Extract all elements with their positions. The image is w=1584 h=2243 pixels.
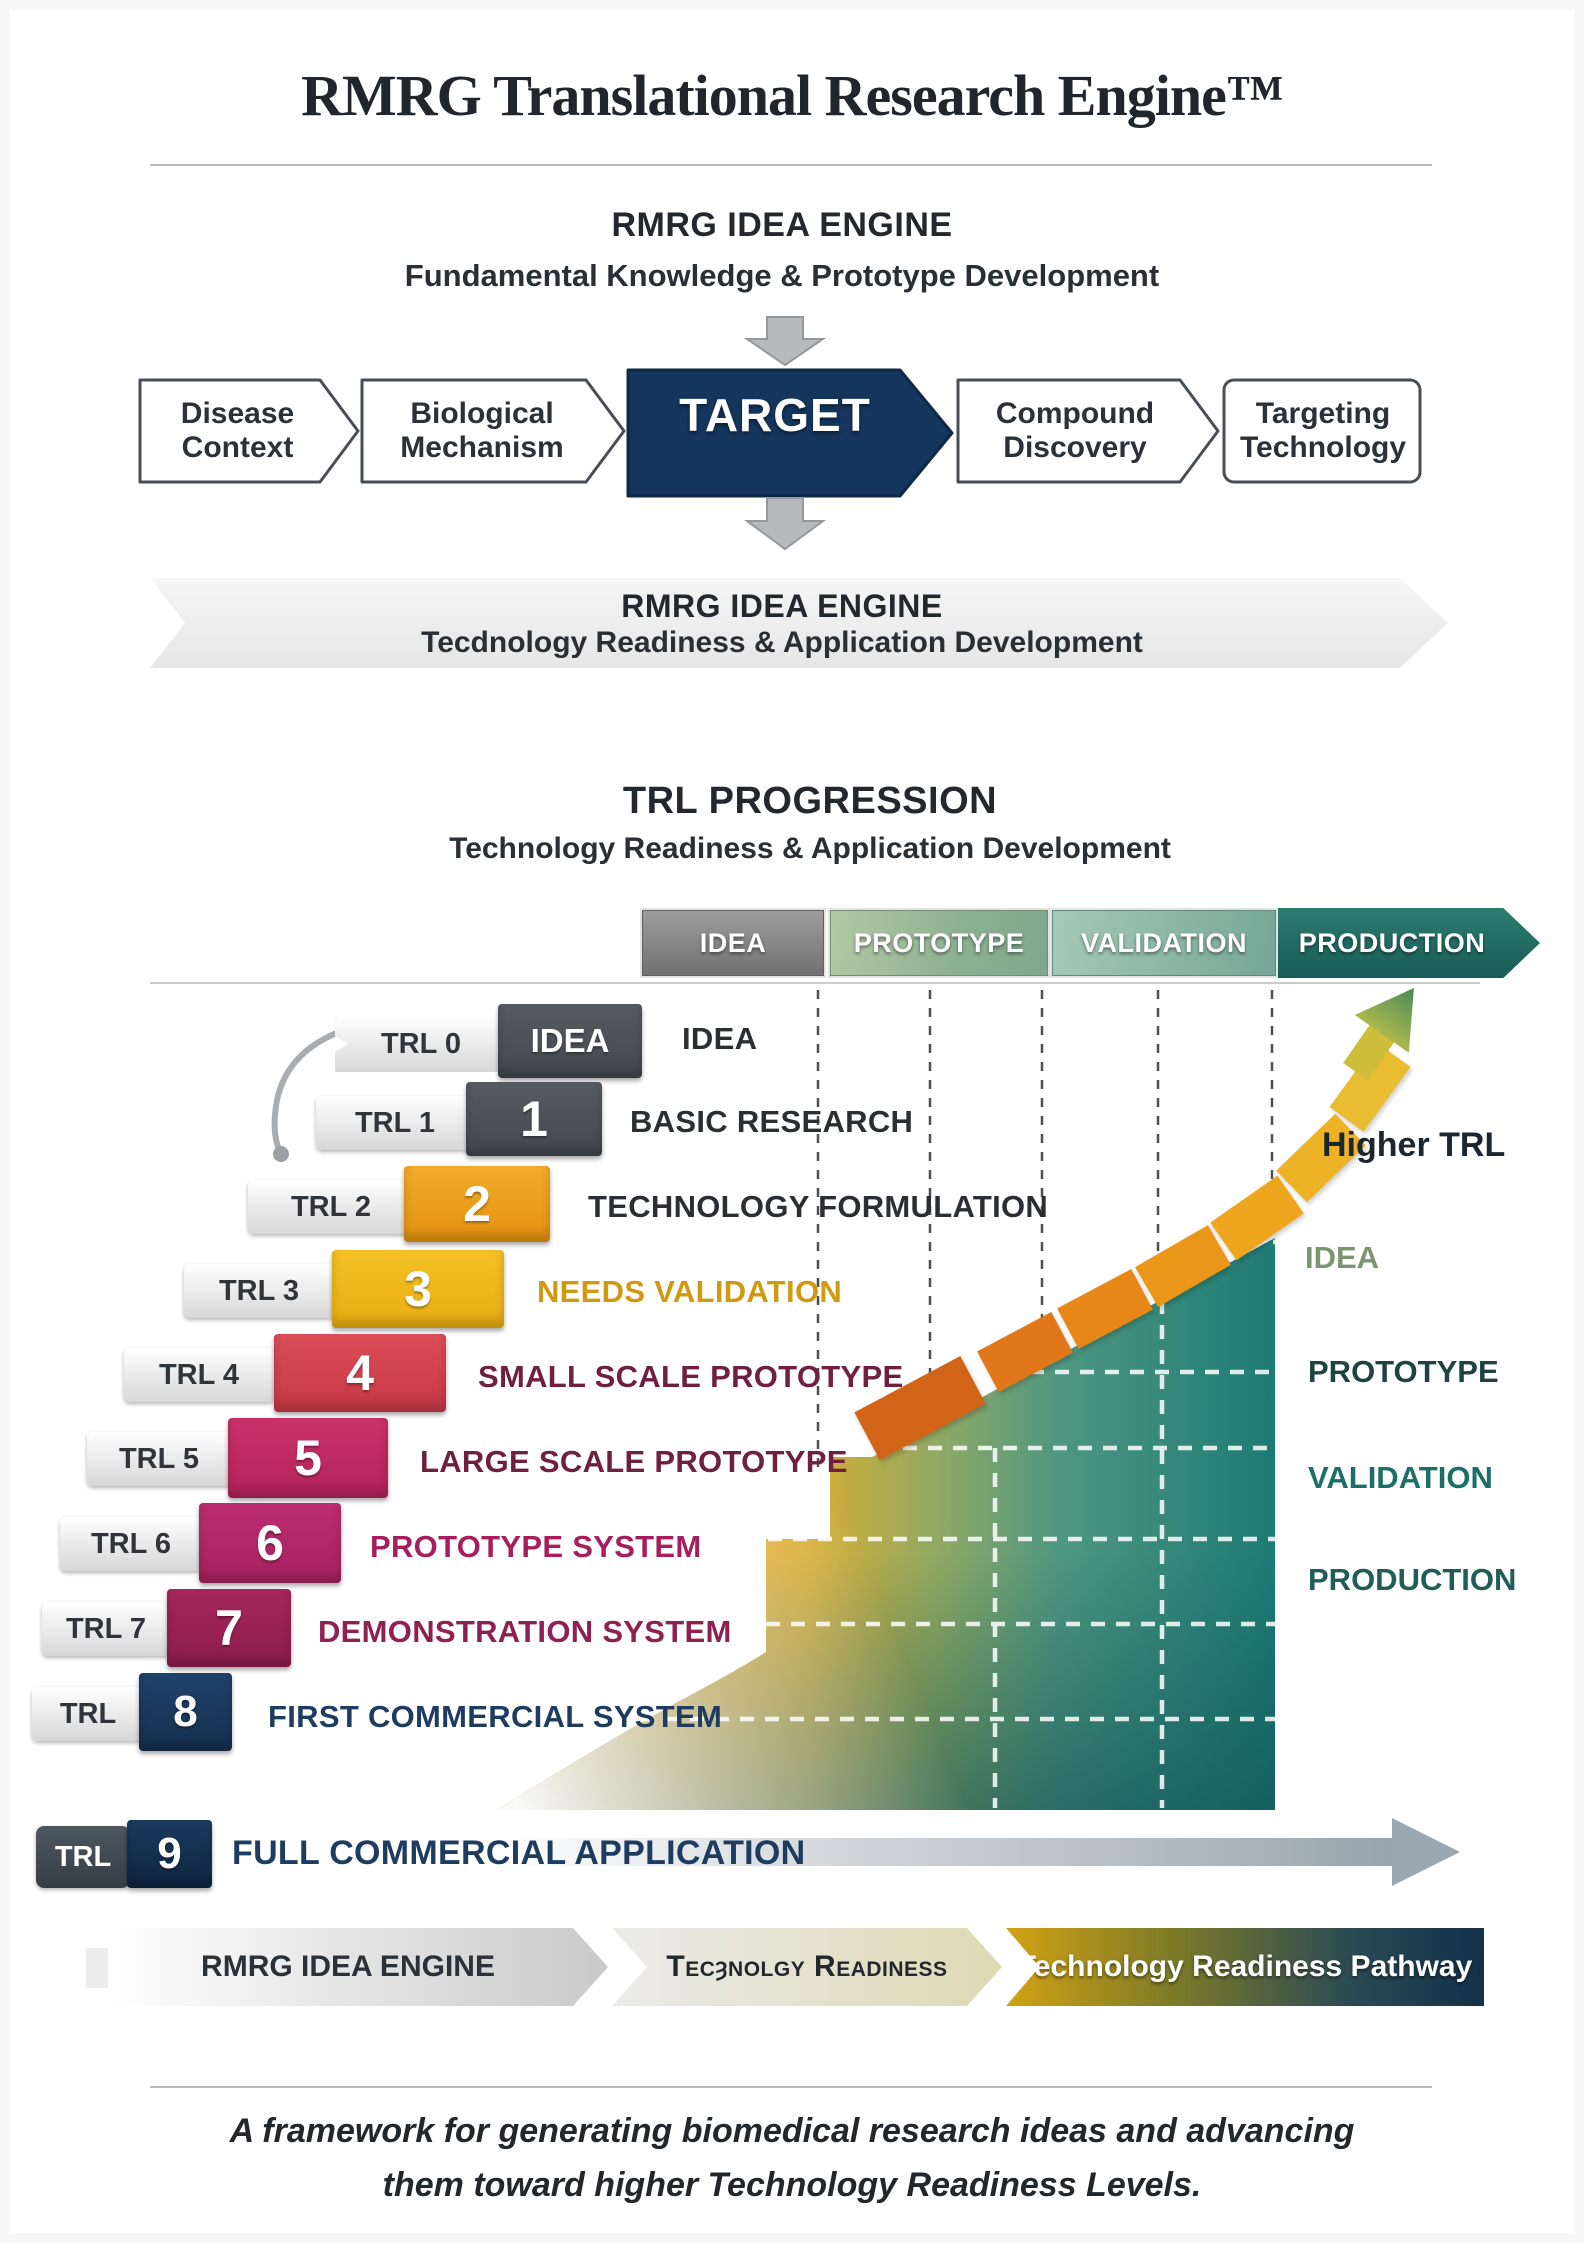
pipeline-step-targeting-technology: Targeting Technology — [1239, 397, 1407, 464]
curl-connector — [271, 1025, 353, 1162]
trl-block: 6 — [199, 1503, 341, 1583]
side-label-validation: VALIDATION — [1308, 1460, 1493, 1495]
trl-progression-subtitle: Technology Readiness & Application Devel… — [449, 832, 1171, 865]
chevron-disease-context — [138, 378, 360, 484]
trl-tab: TRL 4 — [124, 1348, 274, 1402]
side-label-idea: IDEA — [1305, 1240, 1380, 1275]
divider — [150, 982, 1480, 984]
footer-caption-line2: them toward higher Technology Readiness … — [382, 2166, 1202, 2204]
trl-label: FIRST COMMERCIAL SYSTEM — [268, 1699, 723, 1734]
trl-tab: TRL — [32, 1687, 144, 1741]
trl-block: 1 — [466, 1082, 602, 1156]
trl-label: TECHNOLOGY FORMULATION — [588, 1189, 1049, 1224]
trl-tab: TRL 0 — [335, 1016, 507, 1072]
banner-subheading: Tecdnology Readiness & Application Devel… — [421, 626, 1143, 659]
trl-block: 5 — [228, 1418, 388, 1498]
chevron-biological-mechanism — [360, 378, 626, 484]
pathway-segment-idea-engine: RMRG IDEA ENGINE — [108, 1928, 608, 2006]
chevron-target — [626, 368, 954, 498]
trl-block: 2 — [404, 1166, 550, 1242]
trl-block: 4 — [274, 1334, 446, 1412]
side-label-prototype: PROTOTYPE — [1308, 1354, 1499, 1389]
trl-label: LARGE SCALE PROTOTYPE — [420, 1444, 848, 1479]
trl-block: 3 — [332, 1250, 504, 1328]
pipeline-step-compound-discovery: Compound Discovery — [995, 397, 1155, 464]
chevron-targeting-technology — [1222, 378, 1422, 484]
phase-production: PRODUCTION — [1278, 908, 1540, 978]
forward-arrow-icon — [500, 1818, 1460, 1886]
trl-growth-area — [497, 1238, 1275, 1810]
trl-tab: TRL 2 — [248, 1180, 414, 1234]
page-title: RMRG Translational Research Engine™ — [301, 63, 1284, 128]
higher-trl-arrow-icon — [1343, 987, 1414, 1081]
trl-label: SMALL SCALE PROTOTYPE — [478, 1359, 904, 1394]
staircase-arrow — [854, 1042, 1411, 1461]
trl-block: 8 — [139, 1673, 232, 1751]
trl-block: 7 — [167, 1589, 291, 1667]
higher-trl-label: Higher TRL — [1322, 1126, 1506, 1164]
trl-label: PROTOTYPE SYSTEM — [370, 1529, 702, 1564]
divider — [150, 164, 1432, 166]
dashed-grid-lines — [816, 990, 1274, 1472]
trl-label: FULL COMMERCIAL APPLICATION — [232, 1834, 806, 1872]
divider — [150, 2086, 1432, 2088]
pipeline-step-disease-context: Disease Context — [180, 397, 295, 464]
pipeline-step-target: TARGET — [679, 389, 871, 441]
footer-caption-line1: A framework for generating biomedical re… — [229, 2112, 1355, 2150]
trl-tab: TRL — [36, 1826, 130, 1888]
trl-block: 9 — [127, 1820, 212, 1888]
trl-tab: TRL 5 — [87, 1432, 231, 1486]
chevron-compound-discovery — [956, 378, 1220, 484]
trl-label: BASIC RESEARCH — [630, 1104, 914, 1139]
down-arrow-icon — [743, 497, 827, 551]
trl-label: DEMONSTRATION SYSTEM — [318, 1614, 732, 1649]
trl-block: IDEA — [498, 1004, 642, 1078]
phase-idea: IDEA — [640, 908, 826, 978]
pathway-tail — [86, 1948, 112, 1988]
pathway-segment-readiness-pathway: Technology Readiness Pathway — [1006, 1928, 1484, 2006]
side-label-production: PRODUCTION — [1308, 1562, 1517, 1597]
phase-prototype: PROTOTYPE — [828, 908, 1050, 978]
trl-progression-title: TRL PROGRESSION — [622, 780, 998, 822]
pipeline-step-biological-mechanism: Biological Mechanism — [400, 397, 564, 464]
down-arrow-icon — [743, 316, 827, 367]
trl-label: IDEA — [682, 1021, 758, 1056]
idea-engine-banner-ribbon — [150, 578, 1448, 668]
idea-engine-subheading: Fundamental Knowledge & Prototype Develo… — [404, 258, 1160, 293]
trl-tab: TRL 7 — [42, 1602, 170, 1656]
pipeline-chevrons — [138, 368, 1422, 498]
trl-tab: TRL 3 — [184, 1264, 334, 1318]
idea-engine-heading: RMRG IDEA ENGINE — [611, 206, 953, 244]
banner-heading: RMRG IDEA ENGINE — [621, 588, 943, 624]
trl-tab: TRL 1 — [316, 1096, 474, 1150]
trl-tab: TRL 6 — [60, 1517, 202, 1571]
phase-validation: VALIDATION — [1050, 908, 1278, 978]
pathway-segment-technology-readiness: Tecȝnolgy Readiness — [612, 1928, 1002, 2006]
trl-label: NEEDS VALIDATION — [537, 1274, 843, 1309]
